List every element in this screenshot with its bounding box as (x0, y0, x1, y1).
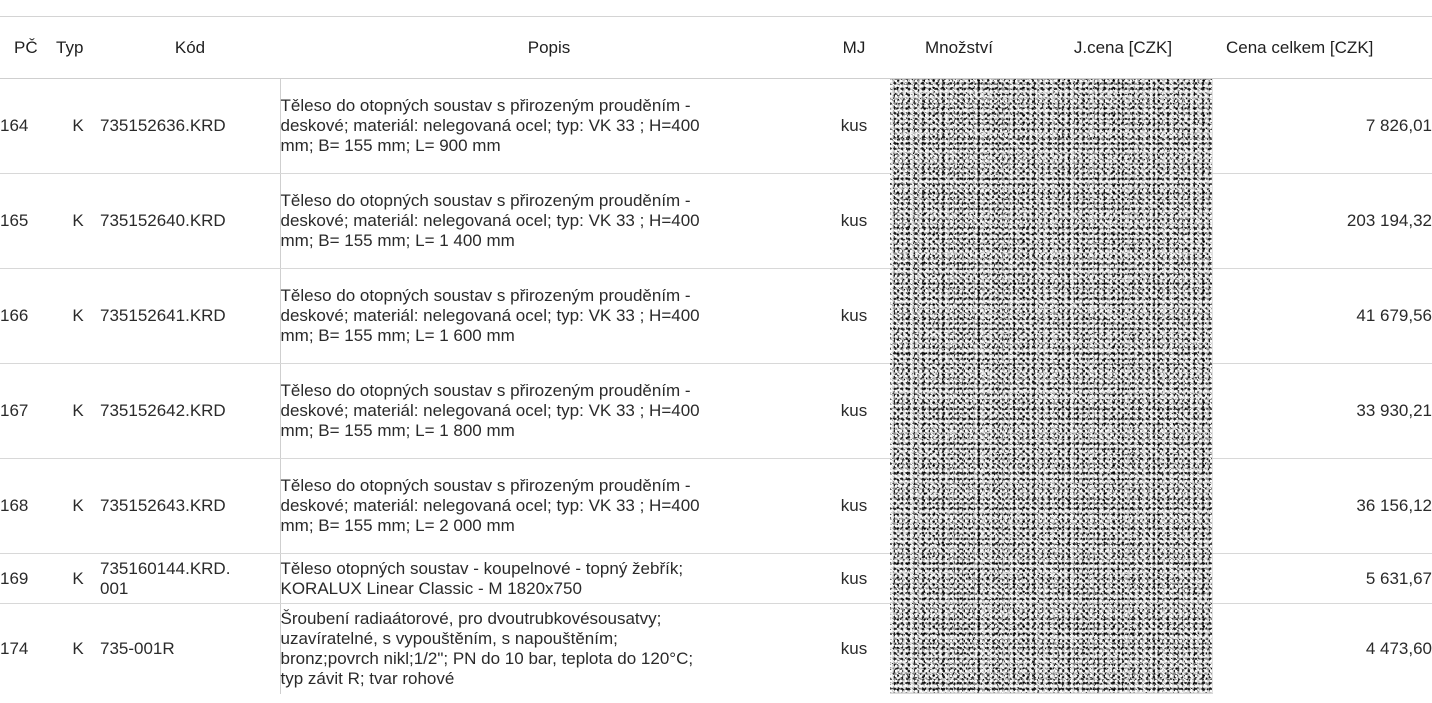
row-kod: 735152641.KRD (100, 268, 281, 364)
row-popis-line: Těleso do otopných soustav s přirozeným … (280, 381, 691, 400)
row-pc: 164 (0, 78, 56, 174)
row-popis-line: deskové; materiál: nelegovaná ocel; typ:… (280, 116, 700, 135)
row-mj: kus (818, 173, 890, 269)
header-typ: Typ (56, 17, 100, 79)
row-popis-line: mm; B= 155 mm; L= 1 400 mm (280, 231, 515, 250)
row-popis-line: mm; B= 155 mm; L= 900 mm (280, 136, 501, 155)
header-popis: Popis (280, 17, 818, 79)
row-mj: kus (818, 268, 890, 364)
row-mj: kus (818, 78, 890, 174)
row-popis: Šroubení radiaátorové, pro dvoutrubkovés… (280, 604, 818, 694)
row-kod: 735160144.KRD. 001 (100, 553, 281, 604)
row-popis: Těleso do otopných soustav s přirozeným … (280, 458, 818, 554)
row-popis-line: Těleso otopných soustav - koupelnové - t… (280, 558, 684, 578)
items-table: PČ Typ Kód Popis MJ Množství J.cena [CZK]… (0, 17, 1432, 694)
table-row: 168 K 735152643.KRD Těleso do otopných sous… (0, 458, 1432, 554)
header-kod: Kód (100, 17, 280, 79)
row-kod: 735152643.KRD (100, 458, 281, 554)
row-mj: kus (818, 553, 890, 604)
header-mj: MJ (818, 17, 890, 79)
row-popis-line: typ závit R; tvar rohové (280, 668, 455, 688)
row-typ: K (56, 363, 100, 459)
row-popis-line: deskové; materiál: nelegovaná ocel; typ:… (280, 401, 700, 420)
table-row: 169 K 735160144.KRD. 001 Těleso otopných sou… (0, 553, 1432, 604)
row-popis-line: deskové; materiál: nelegovaná ocel; typ:… (280, 211, 700, 230)
row-kod: 735-001R (100, 603, 281, 694)
table-row: 174 K 735-001R Šroubení radiaátorové, pro d… (0, 603, 1432, 694)
row-pc: 167 (0, 363, 56, 459)
row-popis-line: mm; B= 155 mm; L= 1 600 mm (280, 326, 515, 345)
row-mj: kus (818, 363, 890, 459)
row-cena-celkem: 203 194,32 (1211, 173, 1432, 269)
header-mnozstvi-jcena: Množství J.cena [CZK] (890, 17, 1212, 79)
row-popis: Těleso do otopných soustav s přirozeným … (280, 78, 818, 174)
row-cena-celkem: 41 679,56 (1211, 268, 1432, 364)
table-row: 165 K 735152640.KRD Těleso do otopných sous… (0, 173, 1432, 269)
row-pc: 166 (0, 268, 56, 364)
row-typ: K (56, 553, 100, 604)
row-typ: K (72, 638, 84, 658)
row-cena-celkem: 5 631,67 (1211, 553, 1432, 604)
redacted-quantity-price-area (890, 78, 1212, 694)
header-row: PČ Typ Kód Popis MJ Množství J.cena [CZK]… (0, 17, 1432, 79)
row-typ: K (56, 173, 100, 269)
row-popis-line: uzavíratelné, s vypouštěním, s napouštěn… (280, 628, 618, 648)
table-row: 166 K 735152641.KRD Těleso do otopných sous… (0, 268, 1432, 364)
row-popis-line: deskové; materiál: nelegovaná ocel; typ:… (280, 496, 700, 515)
row-popis-line: bronz;povrch nikl;1/2"; PN do 10 bar, te… (280, 648, 694, 668)
row-popis-line: Těleso do otopných soustav s přirozeným … (280, 191, 691, 210)
table-row: 167 K 735152642.KRD Těleso do otopných sous… (0, 363, 1432, 459)
row-cena-celkem: 7 826,01 (1211, 78, 1432, 174)
row-pc: 165 (0, 173, 56, 269)
row-popis-line: KORALUX Linear Classic - M 1820x750 (280, 578, 582, 598)
row-kod-line: 735152643.KRD (100, 496, 226, 515)
row-popis-line: Těleso do otopných soustav s přirozeným … (280, 476, 691, 495)
header-jcena: J.cena [CZK] (1073, 37, 1173, 57)
row-popis-line: mm; B= 155 mm; L= 1 800 mm (280, 421, 515, 440)
row-pc: 169 (0, 553, 56, 604)
row-typ: K (56, 268, 100, 364)
row-popis-line: mm; B= 155 mm; L= 2 000 mm (280, 516, 515, 535)
row-typ: K (56, 78, 100, 174)
row-cena-celkem: 33 930,21 (1211, 363, 1432, 459)
row-mj: kus (840, 638, 868, 658)
row-kod: 735152636.KRD (100, 78, 281, 174)
row-typ: K (56, 458, 100, 554)
header-cena-celkem: Cena celkem [CZK] (1212, 17, 1432, 79)
row-cena-celkem: 36 156,12 (1211, 458, 1432, 554)
row-pc: 168 (0, 458, 56, 554)
row-kod-line: 735152642.KRD (100, 401, 226, 420)
row-cena-celkem: 4 473,60 (1211, 603, 1432, 694)
row-kod-line: 001 (100, 578, 129, 598)
row-kod-line: 735-001R (100, 638, 175, 658)
row-popis-line: Těleso do otopných soustav s přirozeným … (280, 96, 691, 115)
row-pc: 174 (0, 638, 29, 658)
header-mnozstvi: Množství (924, 37, 994, 57)
row-popis: Těleso do otopných soustav s přirozeným … (280, 268, 818, 364)
row-kod: 735152642.KRD (100, 363, 281, 459)
table-row: 164 K 735152636.KRD Těleso do otopných sous… (0, 78, 1432, 694)
table-body: 164 K 735152636.KRD Těleso do otopných sous… (0, 78, 1432, 694)
row-kod-line: 735152640.KRD (100, 211, 226, 230)
row-kod-line: 735152636.KRD (100, 116, 226, 135)
header-pc: PČ (0, 17, 56, 79)
row-kod: 735152640.KRD (100, 173, 281, 269)
row-popis: Těleso do otopných soustav s přirozeným … (280, 173, 818, 269)
top-rule (0, 16, 1432, 17)
row-popis-line: Šroubení radiaátorové, pro dvoutrubkovés… (280, 608, 662, 628)
row-kod-line: 735152641.KRD (100, 306, 226, 325)
row-kod-line: 735160144.KRD. (100, 558, 231, 578)
row-popis: Těleso do otopných soustav s přirozeným … (280, 363, 818, 459)
row-popis-line: deskové; materiál: nelegovaná ocel; typ:… (280, 306, 700, 325)
row-popis: Těleso otopných soustav - koupelnové - t… (280, 553, 818, 604)
row-popis-line: Těleso do otopných soustav s přirozeným … (280, 286, 691, 305)
row-mj: kus (818, 458, 890, 554)
